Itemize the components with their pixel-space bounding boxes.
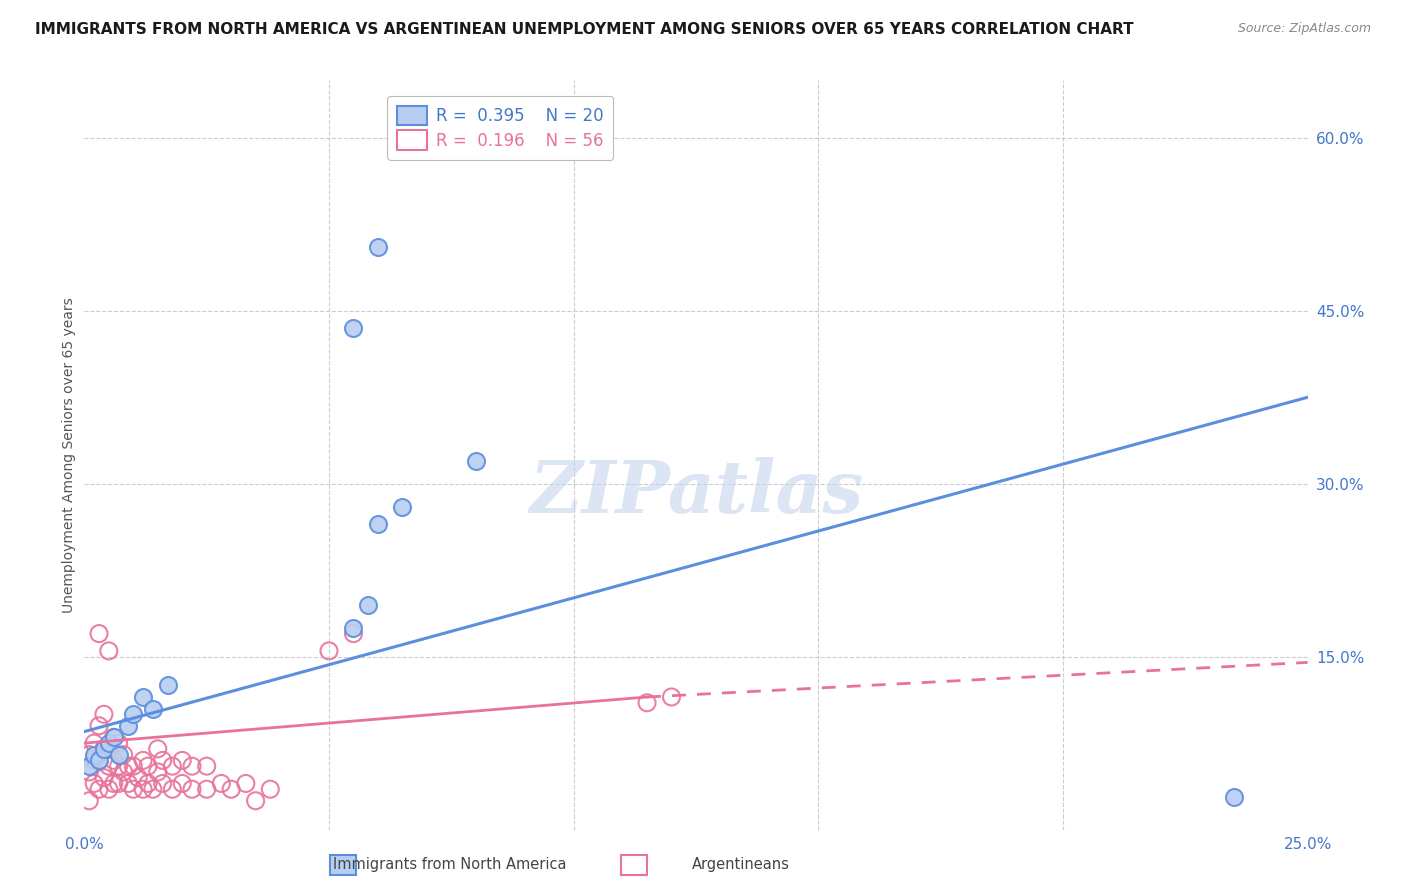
Legend: R =  0.395    N = 20, R =  0.196    N = 56: R = 0.395 N = 20, R = 0.196 N = 56 [387,96,613,160]
Point [142,701,165,715]
Point [97,782,120,797]
Point [219,782,242,797]
Point [464,453,486,467]
Point [107,747,129,762]
Point [367,517,389,532]
Point [136,759,159,773]
Point [122,707,145,722]
Point [97,736,120,750]
Point [391,500,413,514]
Text: ZIPatlas: ZIPatlas [529,457,863,528]
Point [83,747,105,762]
Point [112,747,135,762]
Point [93,742,115,756]
Point [156,678,179,692]
Point [661,690,683,704]
Point [136,776,159,790]
Point [172,753,194,767]
Point [122,782,145,797]
Point [235,776,257,790]
Point [195,759,218,773]
Point [132,690,155,704]
Point [107,759,129,773]
Point [1223,790,1246,805]
Point [172,776,194,790]
Point [342,626,364,640]
Point [77,759,100,773]
Point [209,776,232,790]
Point [357,598,380,612]
Point [103,731,125,745]
Point [93,771,115,785]
Point [152,776,174,790]
Point [77,794,100,808]
Point [122,759,145,773]
Point [636,696,658,710]
Point [87,626,110,640]
Point [117,776,139,790]
Point [367,240,389,254]
Point [146,742,169,756]
Point [87,753,110,767]
Point [93,707,115,722]
Point [342,321,364,335]
Point [103,731,125,745]
Point [342,621,364,635]
Text: IMMIGRANTS FROM NORTH AMERICA VS ARGENTINEAN UNEMPLOYMENT AMONG SENIORS OVER 65 : IMMIGRANTS FROM NORTH AMERICA VS ARGENTI… [35,22,1133,37]
Text: Argentineans: Argentineans [692,857,790,872]
Point [318,644,340,658]
Point [97,742,120,756]
Point [83,753,105,767]
Point [103,776,125,790]
Point [97,644,120,658]
Point [181,782,204,797]
Point [181,759,204,773]
Point [97,759,120,773]
Point [142,782,165,797]
Point [77,747,100,762]
Y-axis label: Unemployment Among Seniors over 65 years: Unemployment Among Seniors over 65 years [62,297,76,613]
Point [93,742,115,756]
Point [87,753,110,767]
Text: Source: ZipAtlas.com: Source: ZipAtlas.com [1237,22,1371,36]
Text: Immigrants from North America: Immigrants from North America [333,857,567,872]
Point [107,776,129,790]
Point [83,776,105,790]
Point [146,764,169,779]
Point [195,782,218,797]
Point [117,719,139,733]
Point [259,782,281,797]
Point [127,771,149,785]
Point [132,753,155,767]
Point [87,719,110,733]
Point [245,794,267,808]
Point [112,764,135,779]
Point [103,753,125,767]
Point [83,736,105,750]
Point [117,759,139,773]
Point [132,782,155,797]
Point [152,753,174,767]
Point [162,759,184,773]
Point [107,736,129,750]
Point [162,782,184,797]
Point [77,764,100,779]
Point [87,782,110,797]
